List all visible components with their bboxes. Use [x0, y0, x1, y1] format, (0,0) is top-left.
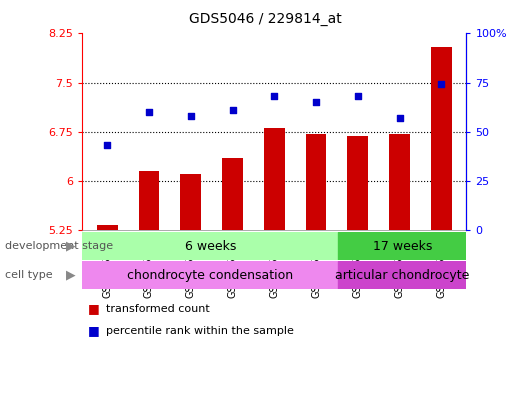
Point — [228, 107, 237, 113]
Bar — [431, 46, 452, 230]
Point — [145, 109, 153, 115]
Bar — [338, 261, 466, 289]
Text: cell type: cell type — [5, 270, 53, 280]
Point — [312, 99, 320, 105]
Text: chondrocyte condensation: chondrocyte condensation — [127, 268, 293, 282]
Point — [270, 93, 279, 99]
Point — [437, 81, 446, 88]
Bar — [138, 171, 160, 230]
Point — [103, 142, 111, 149]
Text: GDS5046 / 229814_at: GDS5046 / 229814_at — [189, 12, 341, 26]
Bar — [389, 134, 410, 230]
Text: transformed count: transformed count — [106, 304, 210, 314]
Point — [187, 113, 195, 119]
Point — [354, 93, 362, 99]
Bar — [264, 129, 285, 230]
Text: ■: ■ — [87, 324, 99, 337]
Point — [395, 115, 404, 121]
Text: ▶: ▶ — [66, 268, 76, 282]
Text: development stage: development stage — [5, 241, 113, 251]
Bar — [180, 174, 201, 230]
Bar — [82, 232, 338, 260]
Text: 6 weeks: 6 weeks — [184, 239, 236, 253]
Text: percentile rank within the sample: percentile rank within the sample — [106, 325, 294, 336]
Bar — [306, 134, 326, 230]
Text: articular chondrocyte: articular chondrocyte — [335, 268, 470, 282]
Text: ■: ■ — [87, 302, 99, 316]
Bar — [97, 225, 118, 230]
Bar — [82, 261, 338, 289]
Bar — [347, 136, 368, 230]
Text: ▶: ▶ — [66, 239, 76, 253]
Bar — [338, 232, 466, 260]
Text: 17 weeks: 17 weeks — [373, 239, 432, 253]
Bar — [222, 158, 243, 230]
